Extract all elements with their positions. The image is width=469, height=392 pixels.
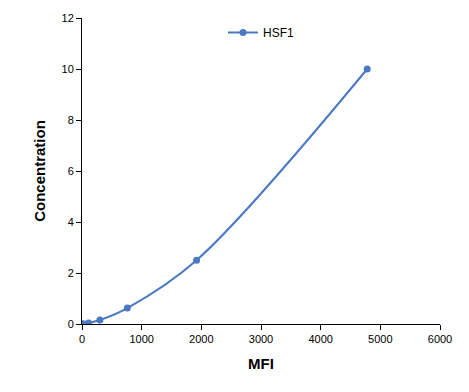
svg-text:5000: 5000 [368,333,392,345]
svg-text:2000: 2000 [189,333,213,345]
svg-text:3000: 3000 [249,333,273,345]
svg-text:0: 0 [79,333,85,345]
svg-text:6000: 6000 [428,333,452,345]
svg-text:Concentration: Concentration [31,120,48,222]
svg-text:0: 0 [68,318,74,330]
svg-text:12: 12 [62,12,74,24]
svg-text:8: 8 [68,114,74,126]
svg-text:1000: 1000 [129,333,153,345]
svg-text:MFI: MFI [248,355,274,372]
svg-text:HSF1: HSF1 [263,26,294,40]
svg-text:4000: 4000 [308,333,332,345]
svg-text:10: 10 [62,63,74,75]
svg-text:4: 4 [68,216,74,228]
svg-text:6: 6 [68,165,74,177]
svg-text:2: 2 [68,267,74,279]
